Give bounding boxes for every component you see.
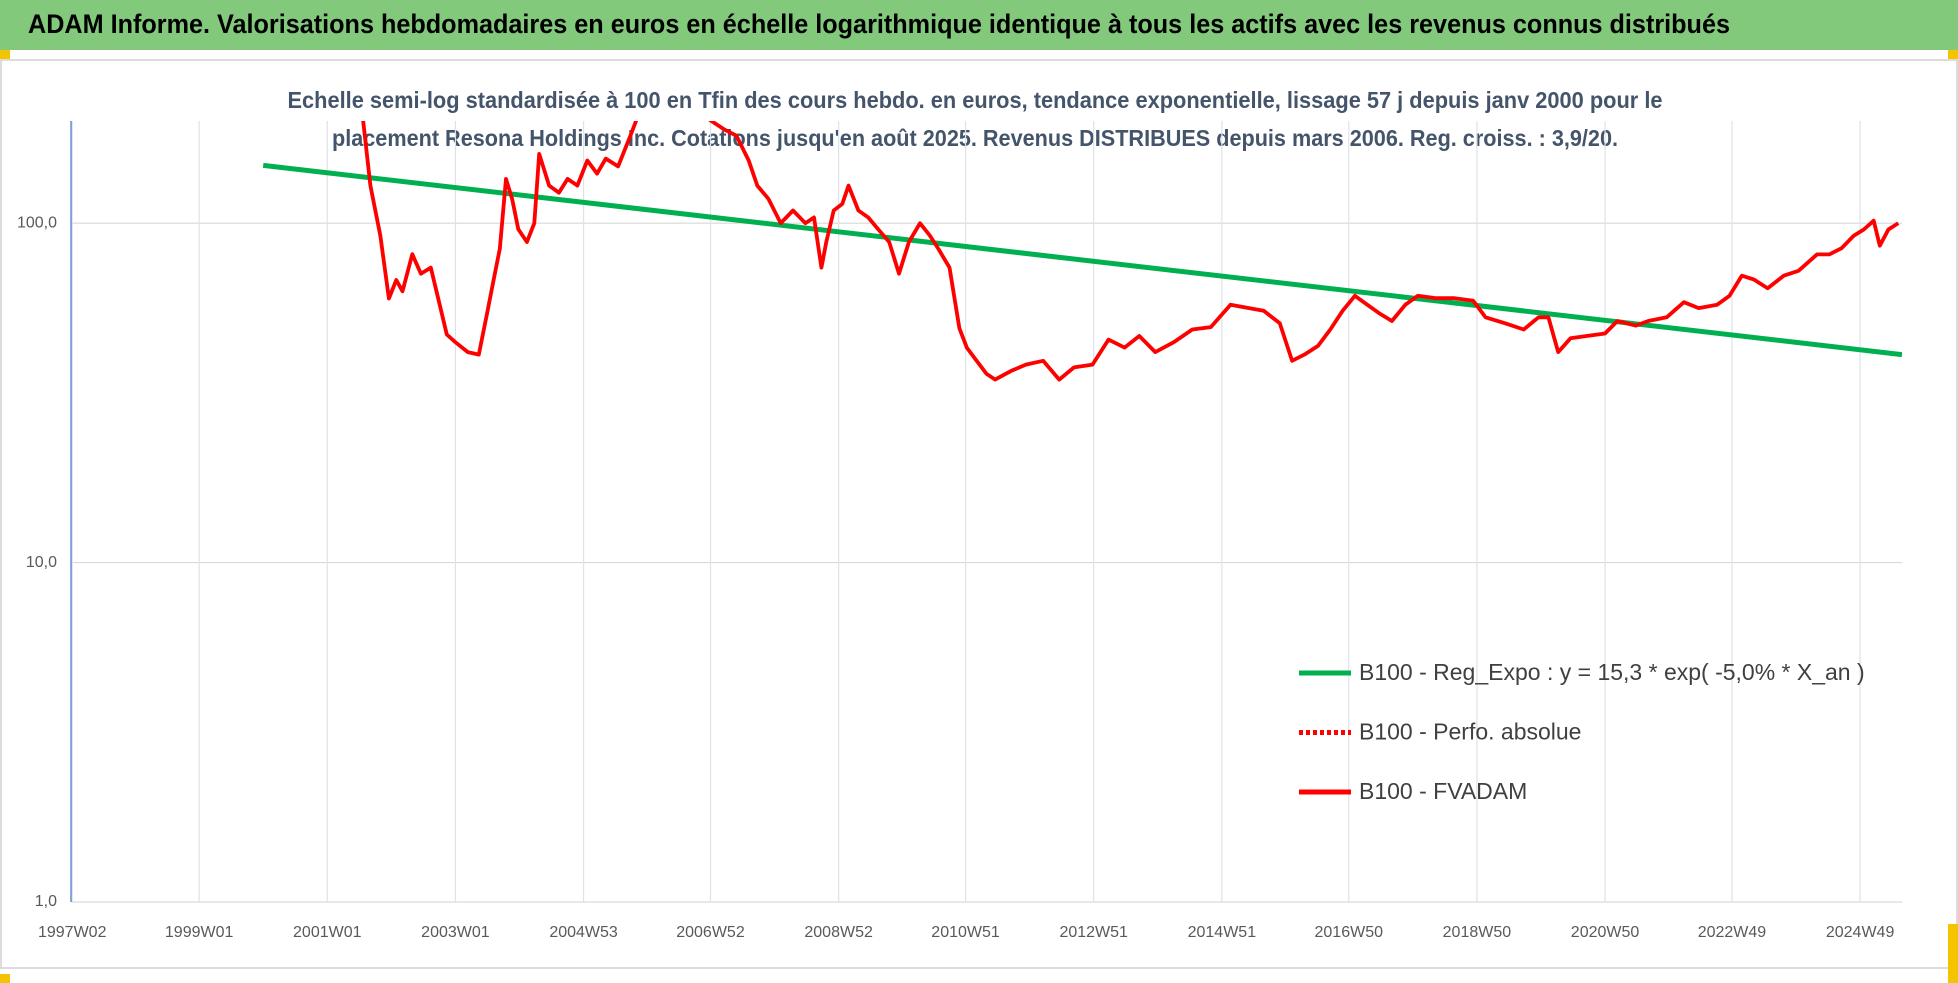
legend-label: B100 - Reg_Expo : y = 15,3 * exp( -5,0% … — [1359, 659, 1865, 685]
x-tick-label: 2008W52 — [804, 924, 873, 941]
header-band — [0, 0, 1958, 50]
plot — [262, 121, 1902, 382]
x-tick-label: 2022W49 — [1698, 924, 1767, 941]
corner-mark — [0, 50, 10, 59]
y-tick-label: 10,0 — [26, 554, 57, 571]
series-line — [361, 121, 1900, 382]
x-tick-label: 2018W50 — [1443, 924, 1512, 941]
x-tick-label: 2006W52 — [676, 924, 745, 941]
x-tick-label: 2001W01 — [293, 924, 362, 941]
x-tick-label: 2012W51 — [1059, 924, 1128, 941]
corner-mark — [1948, 50, 1958, 59]
y-tick-label: 100,0 — [17, 214, 57, 231]
x-tick-label: 2004W53 — [549, 924, 618, 941]
x-tick-label: 2016W50 — [1315, 924, 1384, 941]
x-tick-label: 1999W01 — [165, 924, 234, 941]
y-tick-label: 1,0 — [35, 893, 57, 910]
x-tick-label: 2020W50 — [1571, 924, 1640, 941]
chart-subtitle: placement Resona Holdings Inc. Cotations… — [332, 125, 1618, 151]
x-tick-label: 1997W02 — [38, 924, 107, 941]
x-tick-label: 2003W01 — [421, 924, 490, 941]
chart-subtitle: Echelle semi-log standardisée à 100 en T… — [288, 87, 1663, 113]
x-tick-label: 2014W51 — [1188, 924, 1257, 941]
legend-label: B100 - FVADAM — [1359, 778, 1527, 804]
x-tick-label: 2024W49 — [1826, 924, 1895, 941]
corner-mark — [0, 974, 10, 983]
corner-mark — [1948, 924, 1958, 983]
chart-title: ADAM Informe. Valorisations hebdomadaire… — [28, 9, 1730, 39]
legend-label: B100 - Perfo. absolue — [1359, 719, 1581, 745]
x-tick-label: 2010W51 — [931, 924, 1000, 941]
chart-frame — [0, 59, 1958, 969]
